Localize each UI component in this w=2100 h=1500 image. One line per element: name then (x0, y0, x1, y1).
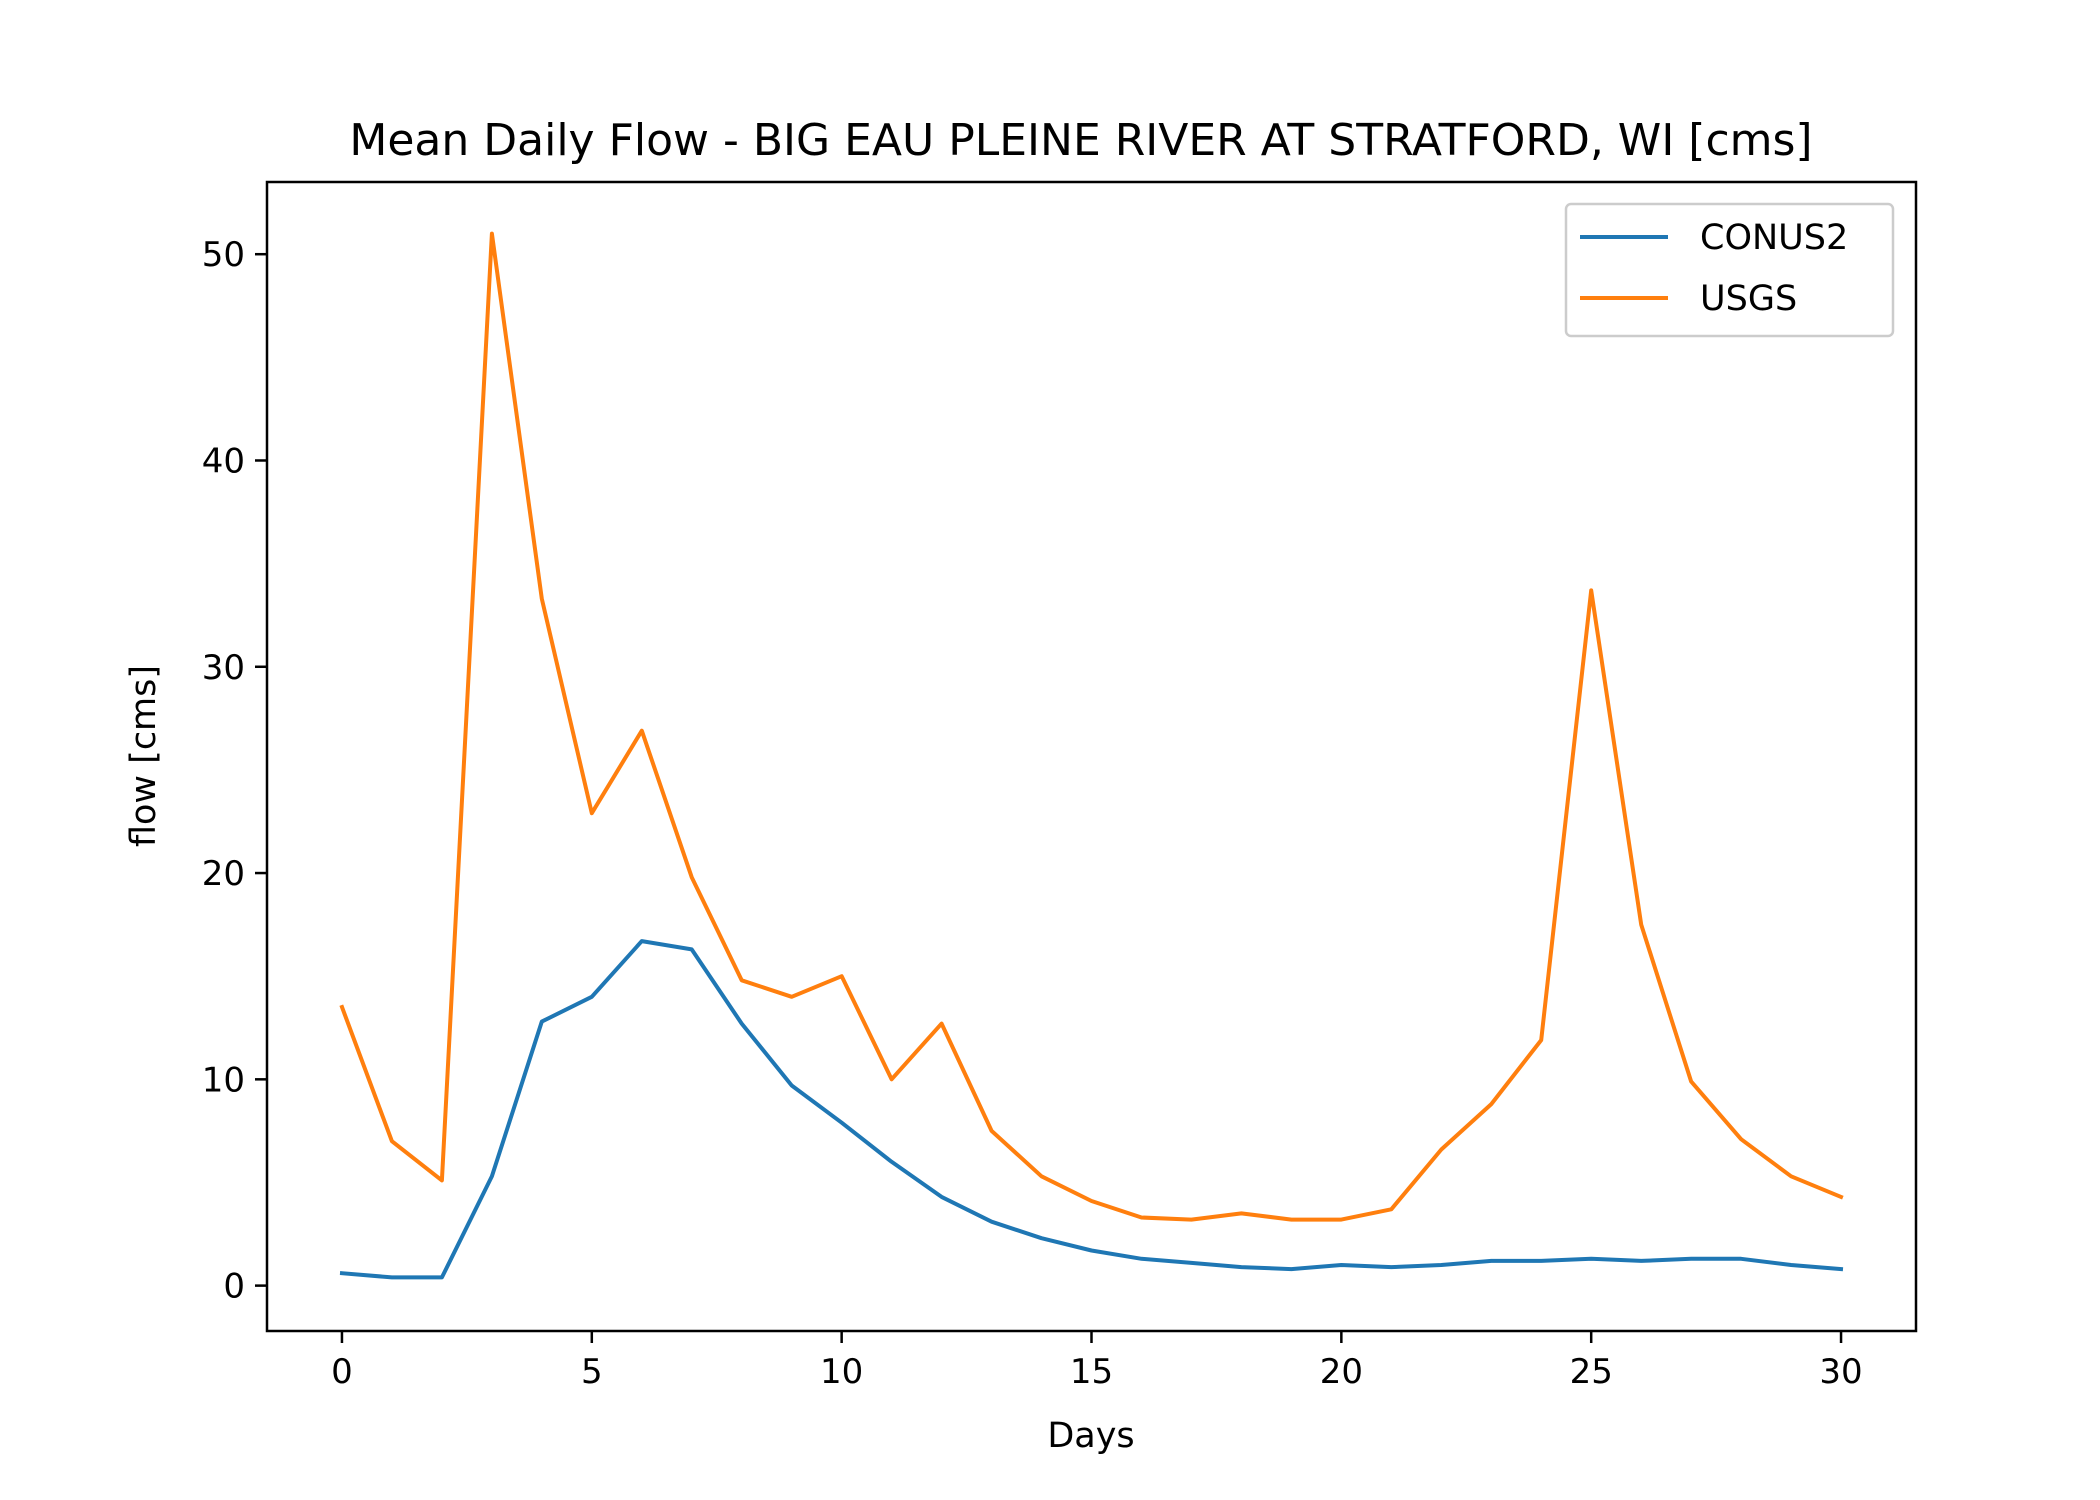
x-tick-label: 25 (1570, 1352, 1613, 1392)
y-tick-label: 20 (202, 854, 245, 894)
y-tick-label: 30 (202, 648, 245, 688)
chart-title: Mean Daily Flow - BIG EAU PLEINE RIVER A… (349, 115, 1812, 166)
x-tick-label: 0 (331, 1352, 353, 1392)
y-tick-label: 50 (202, 235, 245, 275)
x-tick-label: 15 (1070, 1352, 1113, 1392)
y-axis-label: flow [cms] (124, 665, 164, 847)
legend: CONUS2 USGS (1564, 202, 1895, 338)
y-tick-label: 0 (223, 1267, 245, 1307)
legend-label-conus2: CONUS2 (1700, 218, 1848, 258)
y-axis: 0 10 20 30 40 50 (202, 235, 267, 1307)
x-tick-label: 20 (1320, 1352, 1363, 1392)
series-line-usgs (339, 231, 1844, 1222)
series-layer (339, 231, 1844, 1280)
y-tick-label: 10 (202, 1060, 245, 1100)
legend-label-usgs: USGS (1700, 279, 1797, 319)
x-axis: 0 5 10 15 20 25 30 (331, 1331, 1863, 1392)
x-tick-label: 5 (581, 1352, 603, 1392)
x-tick-label: 30 (1819, 1352, 1862, 1392)
x-tick-label: 10 (820, 1352, 863, 1392)
y-tick-label: 40 (202, 441, 245, 481)
series-line-conus2 (339, 939, 1844, 1280)
x-axis-label: Days (1047, 1416, 1134, 1456)
